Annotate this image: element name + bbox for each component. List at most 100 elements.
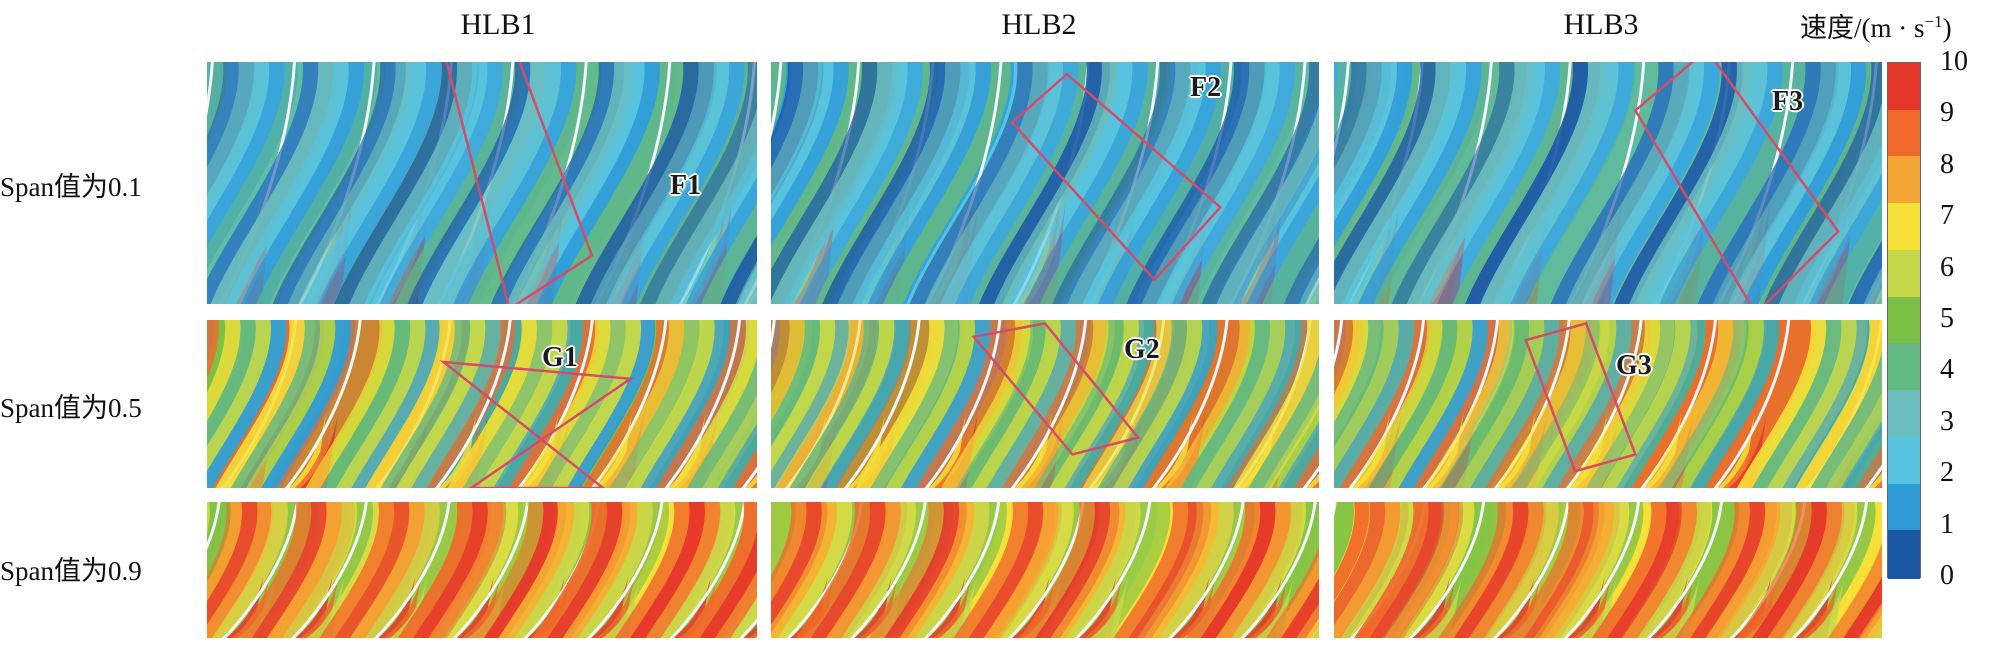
blade-line	[1492, 502, 1570, 638]
contour-band	[468, 62, 602, 304]
contour-band	[1343, 62, 1482, 304]
contour-band	[900, 320, 1007, 488]
contour-streak	[1880, 486, 1882, 488]
blade-line	[1302, 465, 1319, 488]
contour-band	[1126, 62, 1268, 304]
contour-band	[610, 320, 715, 488]
contour-band	[365, 320, 463, 488]
contour-band	[207, 320, 219, 379]
contour-band	[1596, 62, 1721, 304]
contour-band	[1113, 502, 1197, 638]
contour-band	[1128, 502, 1211, 638]
annotation-box	[1010, 72, 1223, 282]
blade-line	[586, 502, 664, 638]
contour-band	[1779, 102, 1882, 304]
contour-band	[1180, 320, 1286, 488]
contour-band	[547, 502, 626, 638]
contour-band	[426, 320, 516, 488]
contour-band	[567, 320, 656, 488]
contour-band	[1879, 297, 1882, 304]
contour-band	[1690, 502, 1777, 638]
contour-band	[1052, 62, 1197, 304]
contour-band	[1675, 502, 1770, 638]
contour-band	[986, 320, 1091, 488]
contour-band	[1758, 62, 1882, 304]
blade-line	[739, 617, 757, 638]
contour-band	[1143, 320, 1250, 488]
blade-line	[923, 502, 1001, 638]
contour-band	[478, 320, 571, 488]
contour-band	[1098, 62, 1242, 304]
blade-line	[850, 502, 927, 638]
contour-band	[1752, 320, 1858, 488]
blade-line	[1348, 320, 1425, 488]
annotation-box	[1633, 62, 1840, 304]
contour-band	[1767, 320, 1868, 488]
colorbar-title-main: 速度/(m · s	[1800, 13, 1925, 43]
contour-band	[210, 62, 344, 304]
contour-band	[297, 502, 373, 638]
contour-band	[1097, 320, 1209, 488]
contour-band	[305, 320, 395, 488]
contour-band	[215, 320, 315, 488]
contour-band	[396, 320, 503, 488]
contour-band	[365, 502, 460, 638]
blade-line	[207, 502, 221, 551]
contour-band	[551, 320, 654, 488]
contour-band	[1226, 320, 1319, 488]
contour-band	[1340, 502, 1416, 638]
contour-band	[256, 62, 386, 304]
blade-line	[1010, 320, 1088, 488]
contour-band	[578, 502, 658, 638]
blade-line	[452, 502, 529, 638]
contour-band	[1728, 62, 1860, 304]
colorbar-band	[1888, 530, 1920, 579]
contour-band	[493, 320, 592, 488]
contour-band	[820, 320, 911, 488]
contour-band	[1586, 320, 1691, 488]
contour-band	[1406, 62, 1538, 304]
contour-band	[1863, 267, 1882, 304]
contour-band	[1296, 603, 1319, 638]
colorbar-tick-label: 3	[1940, 405, 1954, 437]
colorbar-band	[1888, 109, 1920, 158]
colorbar-tick-label: 10	[1940, 46, 1968, 77]
contour-band	[422, 62, 563, 304]
contour-panel-hlb2-span-0-9	[771, 502, 1319, 638]
contour-band	[1172, 62, 1305, 304]
blade-line	[771, 62, 783, 139]
blade-line	[1334, 320, 1344, 366]
contour-band	[1659, 62, 1806, 304]
contour-band	[1480, 62, 1622, 304]
annotation-f3: F3	[1772, 86, 1804, 117]
blade-line	[1565, 320, 1643, 488]
contour-band	[1616, 320, 1706, 488]
contour-band	[1858, 602, 1882, 638]
annotation-g3: G3	[1616, 350, 1652, 381]
contour-band	[1705, 320, 1817, 488]
contour-band	[815, 62, 940, 304]
contour-band	[1453, 502, 1547, 638]
contour-band	[1659, 320, 1749, 488]
contour-band	[735, 261, 757, 304]
contour-band	[1767, 502, 1855, 638]
contour-band	[319, 502, 410, 638]
contour-band	[241, 62, 378, 304]
contour-band	[941, 320, 1034, 488]
colorbar-tick-label: 4	[1940, 354, 1954, 386]
contour-band	[1314, 293, 1319, 304]
contour-band	[1611, 62, 1739, 304]
contour-band	[1465, 62, 1601, 304]
annotation-box	[1524, 321, 1638, 473]
contour-band	[1652, 502, 1739, 638]
contour-band	[1334, 502, 1354, 576]
colorbar-title: 速度/(m · s−1)	[1800, 6, 1952, 45]
colorbar-tick-label: 2	[1940, 457, 1954, 489]
annotation-f2: F2	[1190, 72, 1222, 103]
contour-band	[909, 62, 1050, 304]
contour-band	[1231, 145, 1319, 304]
contour-panel-hlb1-span-0-9	[207, 502, 757, 638]
contour-band	[774, 320, 870, 488]
contour-band	[1809, 173, 1882, 304]
contour-band	[1334, 62, 1416, 254]
